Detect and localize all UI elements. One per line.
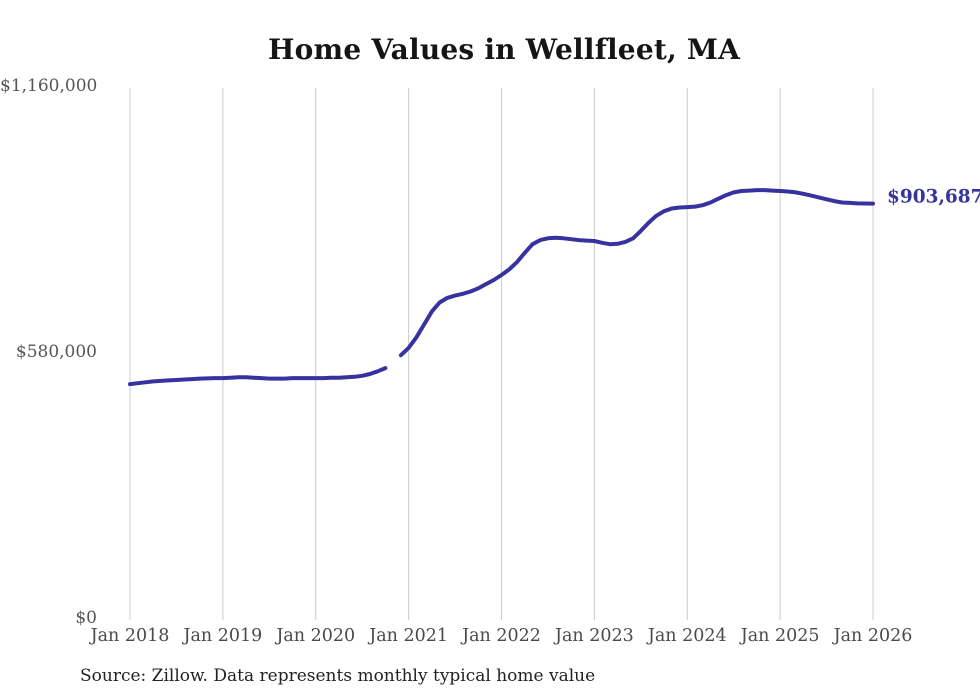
x-axis-tick-label: Jan 2021 bbox=[369, 626, 449, 646]
x-axis-tick-label: Jan 2023 bbox=[554, 626, 634, 646]
home-value-line bbox=[128, 188, 875, 387]
x-axis-tick-label: Jan 2020 bbox=[276, 626, 356, 646]
x-axis-tick-label: Jan 2019 bbox=[183, 626, 263, 646]
gridlines bbox=[129, 88, 874, 620]
x-axis-tick-label: Jan 2026 bbox=[833, 626, 913, 646]
y-axis-tick-label: $1,160,000 bbox=[0, 76, 98, 96]
current-value-label: $903,687 bbox=[887, 186, 980, 208]
x-axis-tick-label: Jan 2018 bbox=[90, 626, 170, 646]
x-axis-tick-label: Jan 2022 bbox=[462, 626, 541, 646]
x-axis-tick-label: Jan 2024 bbox=[647, 626, 727, 646]
chart-title: Home Values in Wellfleet, MA bbox=[268, 33, 740, 66]
y-axis-tick-label: $0 bbox=[75, 608, 97, 628]
source-note: Source: Zillow. Data represents monthly … bbox=[80, 666, 596, 686]
y-axis-tick-label: $580,000 bbox=[15, 342, 97, 362]
x-axis-tick-label: Jan 2025 bbox=[740, 626, 820, 646]
